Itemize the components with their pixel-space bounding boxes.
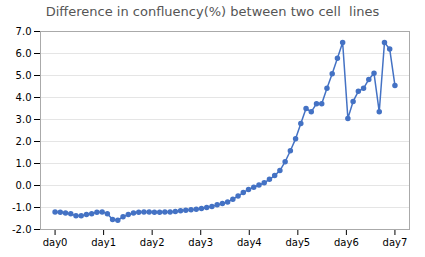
svg-text:2.0: 2.0 bbox=[16, 136, 32, 147]
svg-text:day2: day2 bbox=[140, 237, 165, 248]
svg-text:day1: day1 bbox=[91, 237, 116, 248]
svg-text:-1.0: -1.0 bbox=[12, 202, 32, 213]
svg-text:-2.0: -2.0 bbox=[12, 224, 32, 235]
svg-text:day5: day5 bbox=[285, 237, 310, 248]
svg-text:3.0: 3.0 bbox=[16, 114, 32, 125]
svg-text:day0: day0 bbox=[43, 237, 68, 248]
svg-text:5.0: 5.0 bbox=[16, 70, 32, 81]
svg-text:day7: day7 bbox=[383, 237, 408, 248]
svg-text:7.0: 7.0 bbox=[16, 26, 32, 37]
svg-text:day6: day6 bbox=[334, 237, 359, 248]
svg-text:day4: day4 bbox=[237, 237, 262, 248]
svg-text:6.0: 6.0 bbox=[16, 48, 32, 59]
html-text:Difference in confluency(%) be: Difference in confluency(%) between two … bbox=[45, 4, 380, 19]
svg-text:0.0: 0.0 bbox=[16, 180, 32, 191]
svg-text:4.0: 4.0 bbox=[16, 92, 32, 103]
svg-text:day3: day3 bbox=[188, 237, 213, 248]
svg-text:1.0: 1.0 bbox=[16, 158, 32, 169]
